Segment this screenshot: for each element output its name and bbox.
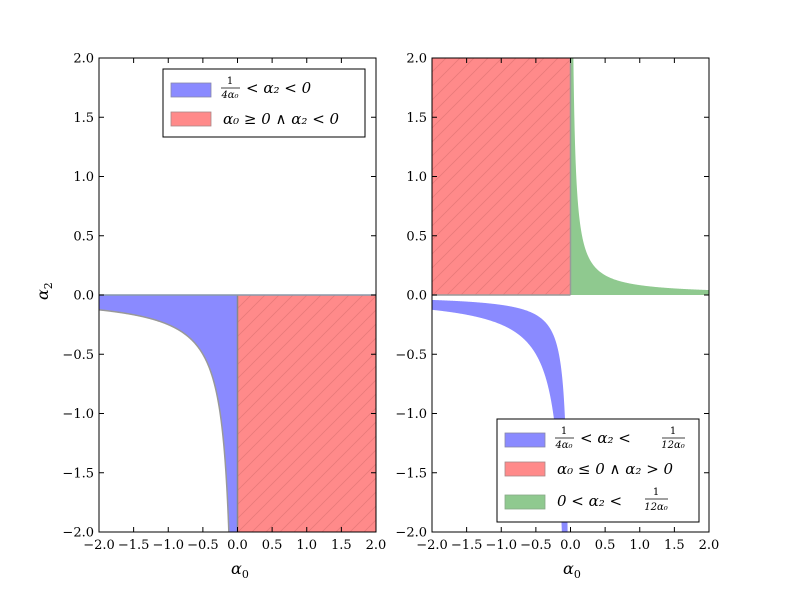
right-plot: −2.0 −1.5 −1.0 −0.5 0.0 0.5 1.0 1.5 2.0−2.0−1.5−…	[395, 52, 720, 582]
panel1-ytick-label: 1.5	[406, 111, 427, 126]
panel1-xtick-label: 1.5	[664, 538, 685, 553]
panel0-ytick-label: 1.0	[73, 170, 94, 185]
panel0-ytick-label: 0.5	[73, 229, 94, 244]
right-legend: 1 4α₀ < α₂ < 1 12α₀ α₀ ≤ 0 ∧ α₂ > 0 0 < …	[496, 418, 700, 523]
panel1-xtick-label: −2.0	[416, 538, 448, 553]
panel0-xtick-label: 1.5	[331, 538, 352, 553]
left-legend-label-red: α₀ ≥ 0 ∧ α₂ < 0	[223, 110, 340, 128]
panel0-ytick-label: 0.0	[73, 289, 94, 304]
panel1-region-2	[570, 58, 709, 295]
panel0-xtick-label: 0.5	[262, 538, 283, 553]
right-legend-label-green: 0 < α₂ < 1 12α₀	[557, 487, 668, 513]
panel0-xtick-label: −0.5	[187, 538, 219, 553]
svg-text:1: 1	[561, 426, 567, 437]
panel1-ytick-label: 0.0	[406, 289, 427, 304]
left-plot: −2.0 −1.5 −1.0 −0.5 0.0 0.5 1.0 1.5 2.0−2.0−1.5−…	[33, 52, 387, 582]
panel0-region-1-hatch	[237, 295, 376, 532]
svg-text:12α₀: 12α₀	[661, 440, 685, 451]
right-legend-swatch-blue	[504, 432, 546, 448]
panel1-ytick-label: −0.5	[395, 348, 427, 363]
panel0-xtick-label: −2.0	[83, 538, 115, 553]
panel0-ytick-label: −2.0	[62, 526, 94, 541]
panel1-ytick-label: −1.5	[395, 466, 427, 481]
panel0-xtick-label: 1.0	[296, 538, 317, 553]
svg-text:< α₂ <: < α₂ <	[580, 429, 631, 447]
svg-text:< α₂ < 0: < α₂ < 0	[246, 79, 312, 97]
panel1-ytick-label: 0.5	[406, 229, 427, 244]
svg-text:4α₀: 4α₀	[220, 90, 238, 101]
panel0-ytick-label: −1.0	[62, 407, 94, 422]
panel1-xtick-label: 2.0	[699, 538, 720, 553]
panel0-region-0	[99, 295, 238, 532]
right-legend-swatch-green	[504, 494, 546, 510]
panel0-ytick-label: −1.5	[62, 466, 94, 481]
left-legend: 1 4α₀ < α₂ < 0 α₀ ≥ 0 ∧ α₂ < 0	[162, 68, 366, 138]
panel1-ytick-label: −1.0	[395, 407, 427, 422]
left-xlabel: α0	[231, 559, 249, 581]
panel0-ytick-label: 1.5	[73, 111, 94, 126]
left-legend-swatch-red	[170, 111, 212, 127]
panel0-xtick-label: −1.5	[118, 538, 150, 553]
panel1-xtick-label: −1.5	[451, 538, 483, 553]
svg-text:1: 1	[227, 76, 233, 87]
right-xlabel: α0	[563, 559, 581, 581]
panel0-xtick-label: 0.0	[227, 538, 248, 553]
panel1-ytick-label: 2.0	[406, 52, 427, 67]
svg-text:12α₀: 12α₀	[644, 502, 668, 513]
panel0-ytick-label: 2.0	[73, 52, 94, 67]
right-legend-label-blue: 1 4α₀ < α₂ < 1 12α₀	[554, 426, 685, 451]
panel1-xtick-label: 0.0	[560, 538, 581, 553]
left-ylabel: α2	[33, 282, 55, 300]
panel1-ytick-label: −2.0	[395, 526, 427, 541]
svg-text:1: 1	[670, 426, 676, 437]
panel1-xtick-label: −1.0	[485, 538, 517, 553]
panel0-xtick-label: −1.0	[152, 538, 184, 553]
svg-text:0 < α₂ <: 0 < α₂ <	[557, 492, 622, 510]
panel1-region-1-hatch	[432, 58, 571, 295]
left-legend-swatch-blue	[170, 82, 212, 98]
panel1-xtick-label: 1.0	[629, 538, 650, 553]
panel0-ytick-label: −0.5	[62, 348, 94, 363]
right-legend-swatch-red	[504, 461, 546, 477]
left-boundary-curve	[99, 309, 230, 532]
panel1-xtick-label: 0.5	[595, 538, 616, 553]
panel1-xtick-label: −0.5	[520, 538, 552, 553]
panel1-ytick-label: 1.0	[406, 170, 427, 185]
panel0-xtick-label: 2.0	[366, 538, 387, 553]
svg-text:1: 1	[653, 487, 659, 498]
svg-text:4α₀: 4α₀	[554, 440, 572, 451]
left-legend-label-blue: 1 4α₀ < α₂ < 0	[220, 76, 311, 101]
right-legend-label-red: α₀ ≤ 0 ∧ α₂ > 0	[557, 460, 674, 478]
